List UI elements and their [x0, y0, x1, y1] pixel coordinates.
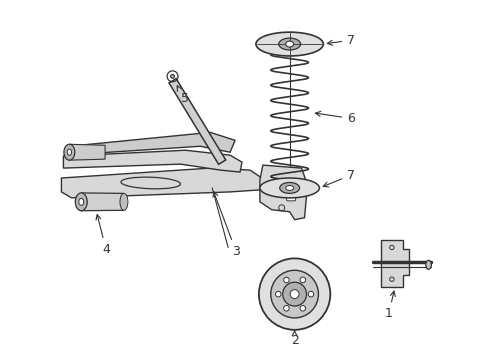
- Ellipse shape: [308, 291, 314, 297]
- Ellipse shape: [286, 41, 294, 47]
- Ellipse shape: [171, 74, 174, 78]
- Ellipse shape: [260, 178, 319, 198]
- Ellipse shape: [79, 198, 84, 205]
- Ellipse shape: [75, 193, 87, 211]
- Polygon shape: [70, 144, 105, 160]
- Ellipse shape: [290, 290, 299, 298]
- Text: 5: 5: [177, 86, 189, 105]
- Ellipse shape: [300, 277, 306, 283]
- Ellipse shape: [64, 144, 75, 160]
- Polygon shape: [63, 132, 235, 158]
- Ellipse shape: [300, 306, 306, 311]
- Polygon shape: [81, 193, 124, 211]
- Ellipse shape: [259, 258, 330, 330]
- Ellipse shape: [120, 193, 128, 210]
- Text: 6: 6: [316, 111, 355, 125]
- Text: 7: 7: [323, 168, 355, 187]
- Text: 4: 4: [96, 215, 110, 256]
- Text: 3: 3: [213, 192, 240, 258]
- Ellipse shape: [67, 149, 72, 156]
- Ellipse shape: [275, 291, 281, 297]
- Ellipse shape: [256, 32, 323, 56]
- Polygon shape: [63, 150, 242, 172]
- FancyBboxPatch shape: [287, 181, 295, 201]
- Ellipse shape: [283, 282, 307, 306]
- Ellipse shape: [280, 183, 299, 193]
- Ellipse shape: [426, 260, 431, 269]
- Polygon shape: [169, 78, 226, 164]
- Ellipse shape: [284, 277, 289, 283]
- Ellipse shape: [271, 270, 318, 318]
- Text: 7: 7: [327, 33, 355, 46]
- Polygon shape: [260, 165, 308, 220]
- Text: 2: 2: [291, 331, 298, 347]
- Polygon shape: [381, 239, 409, 287]
- Ellipse shape: [279, 38, 300, 50]
- Ellipse shape: [284, 306, 289, 311]
- Ellipse shape: [286, 185, 294, 190]
- Polygon shape: [61, 168, 262, 198]
- Text: 1: 1: [385, 291, 395, 320]
